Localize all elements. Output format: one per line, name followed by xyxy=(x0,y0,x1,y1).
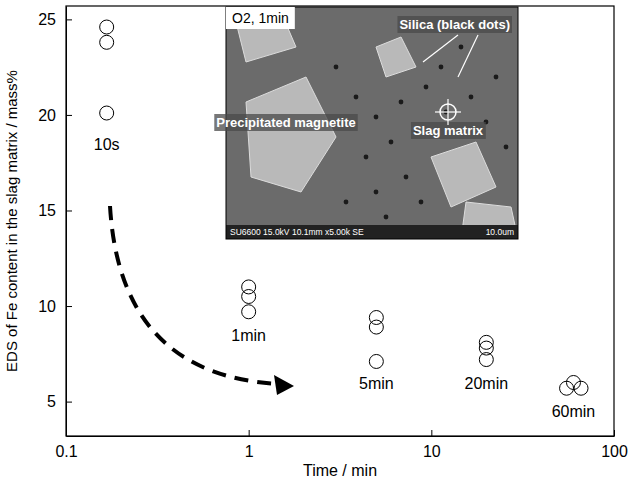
y-tick-mark xyxy=(66,210,72,211)
y-axis-title: EDS of Fe content in the slag matrix / m… xyxy=(3,70,20,372)
y-tick-label: 10 xyxy=(38,298,56,315)
x-axis-title: Time / min xyxy=(303,462,377,479)
inset-dot xyxy=(374,115,379,120)
inset-dot xyxy=(389,140,394,145)
y-tick: 20 xyxy=(38,107,72,124)
data-point xyxy=(242,289,256,303)
inset-dot xyxy=(424,85,429,90)
points xyxy=(100,20,588,395)
data-point xyxy=(100,35,114,49)
y-tick: 5 xyxy=(47,393,72,410)
x-tick-label: 100 xyxy=(601,443,628,460)
inset-dot xyxy=(469,95,474,100)
y-tick: 25 xyxy=(38,11,72,28)
y-tick-mark xyxy=(66,402,72,403)
inset-dot xyxy=(439,65,444,70)
point-label: 5min xyxy=(359,375,394,392)
y-tick-mark xyxy=(66,115,72,116)
point-label: 20min xyxy=(465,375,509,392)
y-tick: 10 xyxy=(38,298,72,315)
trend-arrow xyxy=(110,206,280,384)
x-tick-label: 10 xyxy=(423,443,441,460)
x-axis: 0.1 1 10 100 xyxy=(55,430,628,460)
data-point xyxy=(100,20,114,34)
inset-footer: SU6600 15.0kV 10.1mm x5.00k SE xyxy=(230,227,364,237)
trend-arrow-head xyxy=(274,375,294,395)
inset-dot xyxy=(344,200,349,205)
y-tick-label: 5 xyxy=(47,393,56,410)
inset-title-box xyxy=(226,7,295,29)
inset-crystal xyxy=(431,142,496,207)
inset-label: Precipitated magnetite xyxy=(216,115,355,130)
x-tick-mark xyxy=(249,430,250,436)
x-axis-line xyxy=(67,436,615,437)
inset-label: Silica (black dots) xyxy=(399,17,510,32)
inset-crystal xyxy=(376,37,416,77)
y-tick-mark xyxy=(66,306,72,307)
x-tick-label: 0.1 xyxy=(55,443,77,460)
inset-footer-strip xyxy=(226,225,518,239)
data-point xyxy=(369,320,383,334)
inset-dot xyxy=(399,100,404,105)
point-label: 1min xyxy=(231,327,266,344)
inset-label-bg xyxy=(397,16,512,33)
inset-dot xyxy=(334,65,339,70)
inset-dot xyxy=(494,75,499,80)
inset-dot xyxy=(419,200,424,205)
inset-pointer xyxy=(458,35,478,77)
point-label: 10s xyxy=(94,136,120,153)
inset-title: O2, 1min xyxy=(232,10,289,26)
data-point xyxy=(479,353,493,367)
inset-dot xyxy=(384,215,389,220)
inset-label-bg xyxy=(214,114,357,131)
x-tick-mark xyxy=(431,430,432,436)
y-axis-line xyxy=(66,7,67,437)
y-tick: 15 xyxy=(38,202,72,219)
data-point xyxy=(242,305,256,319)
inset-pointer xyxy=(423,35,458,62)
point-label: 60min xyxy=(552,403,596,420)
inset-dot xyxy=(459,45,464,50)
y-axis: 5 10 15 20 25 xyxy=(38,7,72,437)
inset-dot xyxy=(364,155,369,160)
inset-dot xyxy=(504,145,509,150)
inset-dot xyxy=(404,175,409,180)
inset-dot xyxy=(374,190,379,195)
inset-scale-bar: 10.0um xyxy=(486,227,514,237)
y-tick-label: 15 xyxy=(38,202,56,219)
y-tick-label: 20 xyxy=(38,107,56,124)
data-point xyxy=(574,381,588,395)
x-tick-mark xyxy=(614,430,615,436)
x-tick: 100 xyxy=(601,430,628,460)
x-tick: 10 xyxy=(423,430,441,460)
inset-crystal xyxy=(246,77,336,192)
inset-crosshair xyxy=(447,99,448,125)
data-point xyxy=(369,354,383,368)
inset-dot xyxy=(354,95,359,100)
y-tick-label: 25 xyxy=(38,11,56,28)
data-point xyxy=(100,106,114,120)
inset: O2, 1min Silica (black dots) Precipitated … xyxy=(214,7,518,239)
plot-frame xyxy=(66,6,614,436)
x-tick: 1 xyxy=(245,430,254,460)
x-tick-label: 1 xyxy=(245,443,254,460)
chart: 0.1 1 10 100 5 10 15 20 25 Time / min EDS of Fe co… xyxy=(0,0,632,482)
inset-label: Slag matrix xyxy=(413,123,484,138)
y-tick-mark xyxy=(66,19,72,20)
